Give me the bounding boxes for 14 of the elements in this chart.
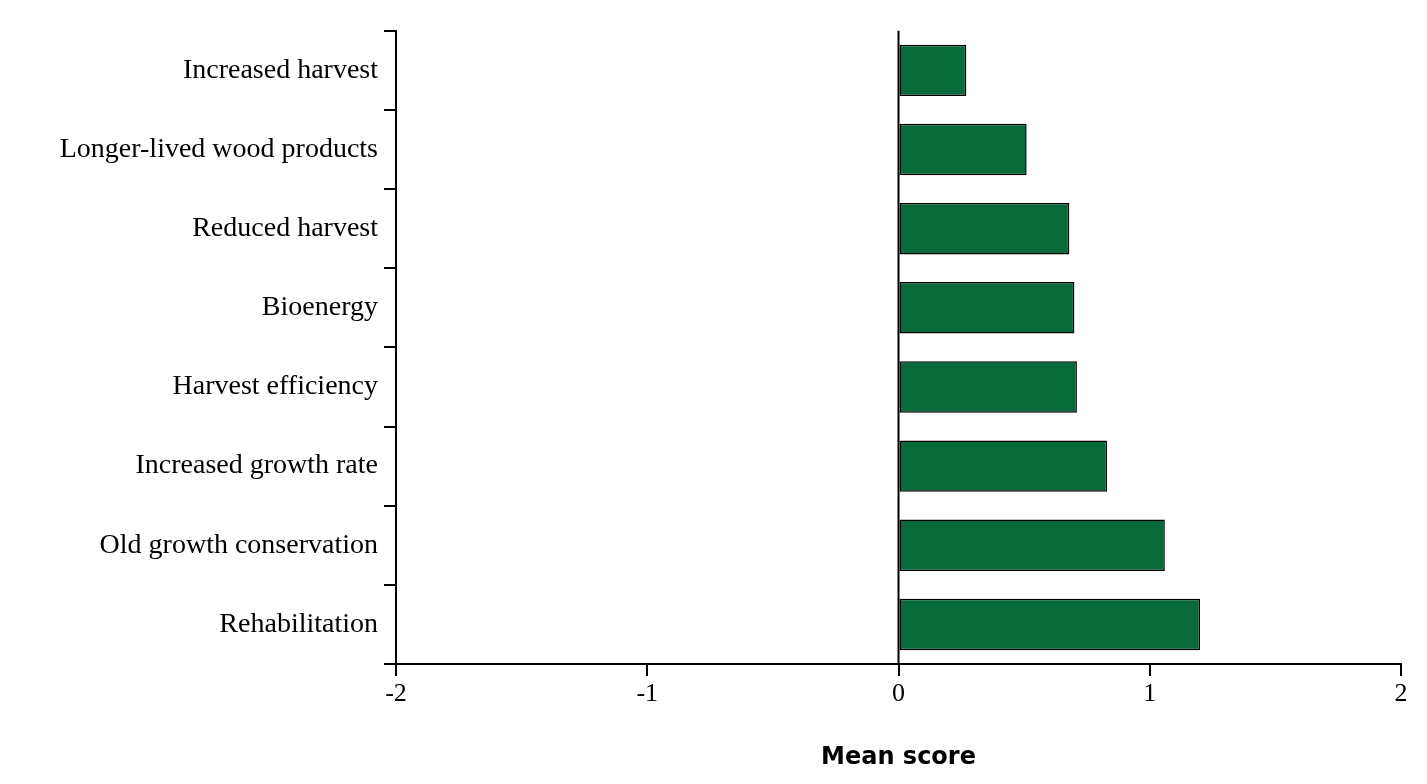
y-tick-label: Longer-lived wood products [59,131,378,163]
y-tick-label: Reduced harvest [192,211,379,243]
y-tick-label: Old growth conservation [99,527,378,559]
x-tick-label: -1 [636,678,659,708]
x-axis-title: Mean score [821,741,976,770]
x-tick-label: 1 [1143,678,1157,708]
x-tick-label: 0 [892,678,905,708]
x-tick-label: 2 [1394,678,1408,708]
y-tick-label: Increased harvest [182,52,379,84]
y-tick-label: Harvest efficiency [172,369,378,401]
y-tick-label: Increased growth rate [135,448,378,480]
x-tick-label: -2 [385,678,407,708]
y-tick-label: Rehabilitation [219,606,378,638]
y-tick-label: Bioenergy [261,290,378,322]
